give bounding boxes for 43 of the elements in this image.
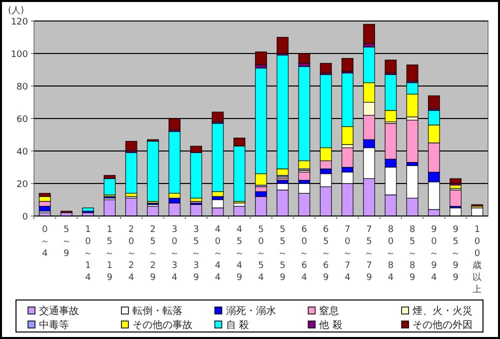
- x-tick-label: 80～84: [386, 225, 396, 283]
- x-tick-label: 65～69: [321, 225, 330, 283]
- legend-label: 転倒・転落: [132, 305, 182, 317]
- bar: [38, 206, 51, 212]
- x-tick-label: 60～64: [300, 225, 309, 283]
- x-tick-label: 0～4: [40, 225, 50, 259]
- legend-label: その他の外因: [412, 319, 473, 331]
- legend-label: 他 殺: [319, 319, 342, 331]
- x-tick-label: 90～94: [429, 225, 438, 283]
- x-tick-label: 40～44: [213, 225, 222, 283]
- x-tick-label: 45～49: [234, 225, 244, 283]
- legend-label: 中毒等: [39, 319, 69, 331]
- y-tick-label: 100: [10, 50, 28, 60]
- x-tick-label: 10～14: [84, 225, 93, 283]
- bar: [82, 208, 94, 212]
- legend-label: 溺死・溺水: [226, 305, 276, 317]
- bar: [342, 58, 354, 72]
- y-tick-label: 120: [10, 18, 28, 28]
- x-tick-label: 100歳以上: [472, 225, 482, 295]
- x-tick-label: 5～9: [62, 225, 71, 259]
- x-tick-label: 15～19: [105, 225, 114, 283]
- legend-label: 窒息: [319, 305, 340, 317]
- y-axis-title: (人): [8, 5, 24, 16]
- bar: [363, 24, 376, 44]
- x-tick-label: 20～24: [126, 225, 136, 283]
- legend-label: その他の事故: [132, 319, 192, 331]
- x-tick-label: 50～54: [256, 225, 266, 283]
- x-tick-label: 35～39: [192, 225, 201, 283]
- y-tick-label: 60: [16, 115, 28, 125]
- x-tick-label: 25～29: [148, 225, 158, 283]
- x-tick-label: 75～79: [364, 225, 374, 283]
- y-tick-label: 40: [16, 148, 28, 158]
- y-tick-label: 0: [22, 212, 28, 222]
- legend-label: 自 殺: [226, 319, 249, 331]
- x-tick-label: 30～34: [170, 225, 180, 283]
- y-tick-label: 80: [16, 82, 28, 92]
- y-tick-label: 20: [16, 180, 28, 190]
- x-tick-label: 85～89: [408, 225, 417, 283]
- legend-label: 煙、火・火災: [412, 305, 473, 317]
- x-tick-label: 95～99: [451, 225, 460, 283]
- legend-label: 交通事故: [39, 305, 79, 317]
- x-tick-label: 70～74: [342, 225, 352, 283]
- x-tick-label: 55～59: [278, 225, 288, 283]
